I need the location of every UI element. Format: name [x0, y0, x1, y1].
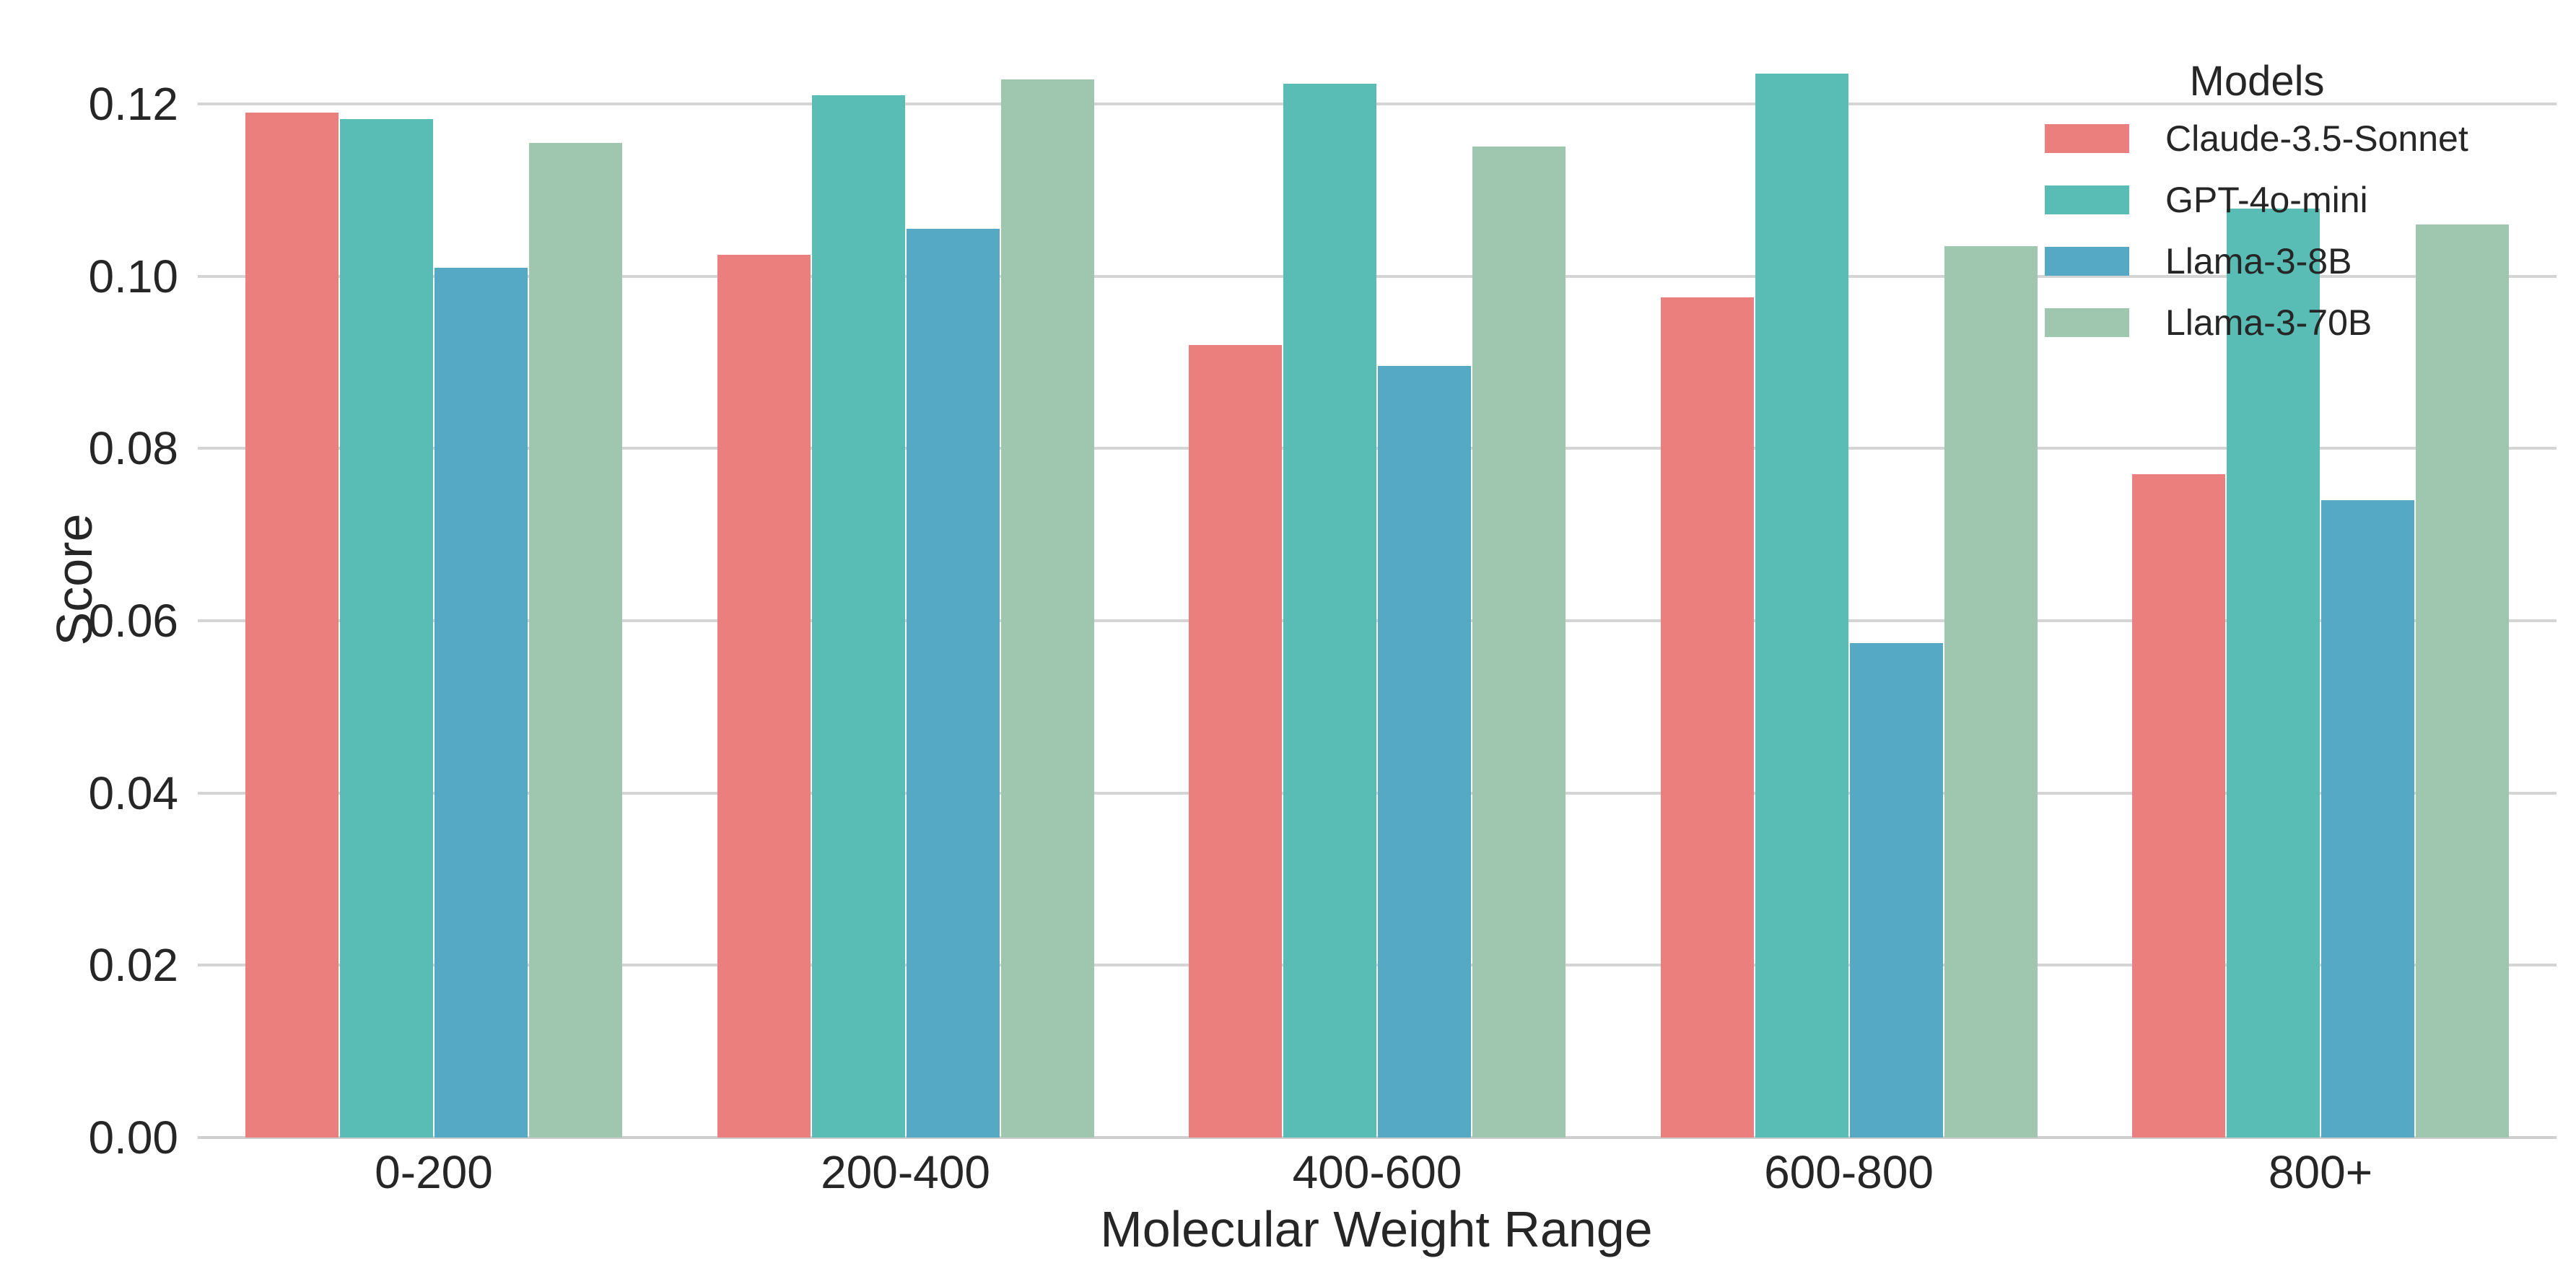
bar-llama-3-8b-600-800 [1849, 642, 1943, 1138]
bar-llama-3-8b-0-200 [435, 267, 528, 1138]
bar-llama-3-70b-800+ [2416, 224, 2509, 1138]
legend-label-claude-3-5-sonnet: Claude-3.5-Sonnet [2165, 118, 2468, 159]
legend-swatch-llama-3-8b [2045, 247, 2129, 276]
y-axis-label: Score [46, 513, 102, 646]
bar-llama-3-70b-0-200 [529, 142, 622, 1138]
bar-llama-3-70b-600-800 [1944, 245, 2038, 1138]
x-tick-label: 200-400 [821, 1146, 990, 1198]
legend-label-llama-3-70b: Llama-3-70B [2165, 302, 2372, 343]
y-tick-label: 0.02 [88, 939, 178, 992]
gridline [198, 447, 2557, 450]
x-axis-baseline [198, 1136, 2557, 1139]
y-tick-label: 0.12 [88, 77, 178, 130]
x-tick-label: 600-800 [1764, 1146, 1934, 1198]
bar-claude-3-5-sonnet-400-600 [1189, 344, 1282, 1138]
bar-gpt-4o-mini-600-800 [1755, 74, 1848, 1138]
x-tick-label: 400-600 [1292, 1146, 1462, 1198]
x-axis-label: Molecular Weight Range [1100, 1201, 1653, 1257]
gridline [198, 619, 2557, 622]
y-tick-label: 0.08 [88, 422, 178, 475]
bar-gpt-4o-mini-200-400 [811, 95, 905, 1138]
bar-claude-3-5-sonnet-200-400 [717, 254, 811, 1138]
legend-title: Models [2189, 58, 2325, 105]
legend-swatch-gpt-4o-mini [2045, 185, 2129, 214]
gridline [198, 964, 2557, 967]
legend-swatch-claude-3-5-sonnet [2045, 124, 2129, 153]
bar-llama-3-8b-800+ [2321, 499, 2414, 1138]
bar-llama-3-8b-400-600 [1378, 365, 1471, 1138]
x-tick-label: 800+ [2268, 1146, 2373, 1198]
gridline [198, 791, 2557, 795]
y-tick-label: 0.06 [88, 594, 178, 647]
bar-claude-3-5-sonnet-800+ [2132, 474, 2225, 1138]
bar-claude-3-5-sonnet-0-200 [245, 112, 339, 1138]
bar-gpt-4o-mini-800+ [2227, 209, 2320, 1138]
legend-label-gpt-4o-mini: GPT-4o-mini [2165, 180, 2368, 220]
gridline [198, 102, 2557, 105]
bar-claude-3-5-sonnet-600-800 [1660, 297, 1754, 1138]
legend-swatch-llama-3-70b [2045, 308, 2129, 337]
bar-llama-3-70b-400-600 [1472, 147, 1566, 1138]
legend-label-llama-3-8b: Llama-3-8B [2165, 241, 2352, 281]
x-tick-label: 0-200 [375, 1146, 493, 1198]
bar-llama-3-70b-200-400 [1000, 79, 1094, 1138]
bar-gpt-4o-mini-400-600 [1283, 84, 1376, 1138]
y-tick-label: 0.10 [88, 250, 178, 302]
y-tick-label: 0.00 [88, 1112, 178, 1164]
bar-gpt-4o-mini-0-200 [340, 119, 433, 1138]
gridline [198, 274, 2557, 278]
y-tick-label: 0.04 [88, 767, 178, 819]
bar-llama-3-8b-200-400 [906, 228, 1000, 1138]
